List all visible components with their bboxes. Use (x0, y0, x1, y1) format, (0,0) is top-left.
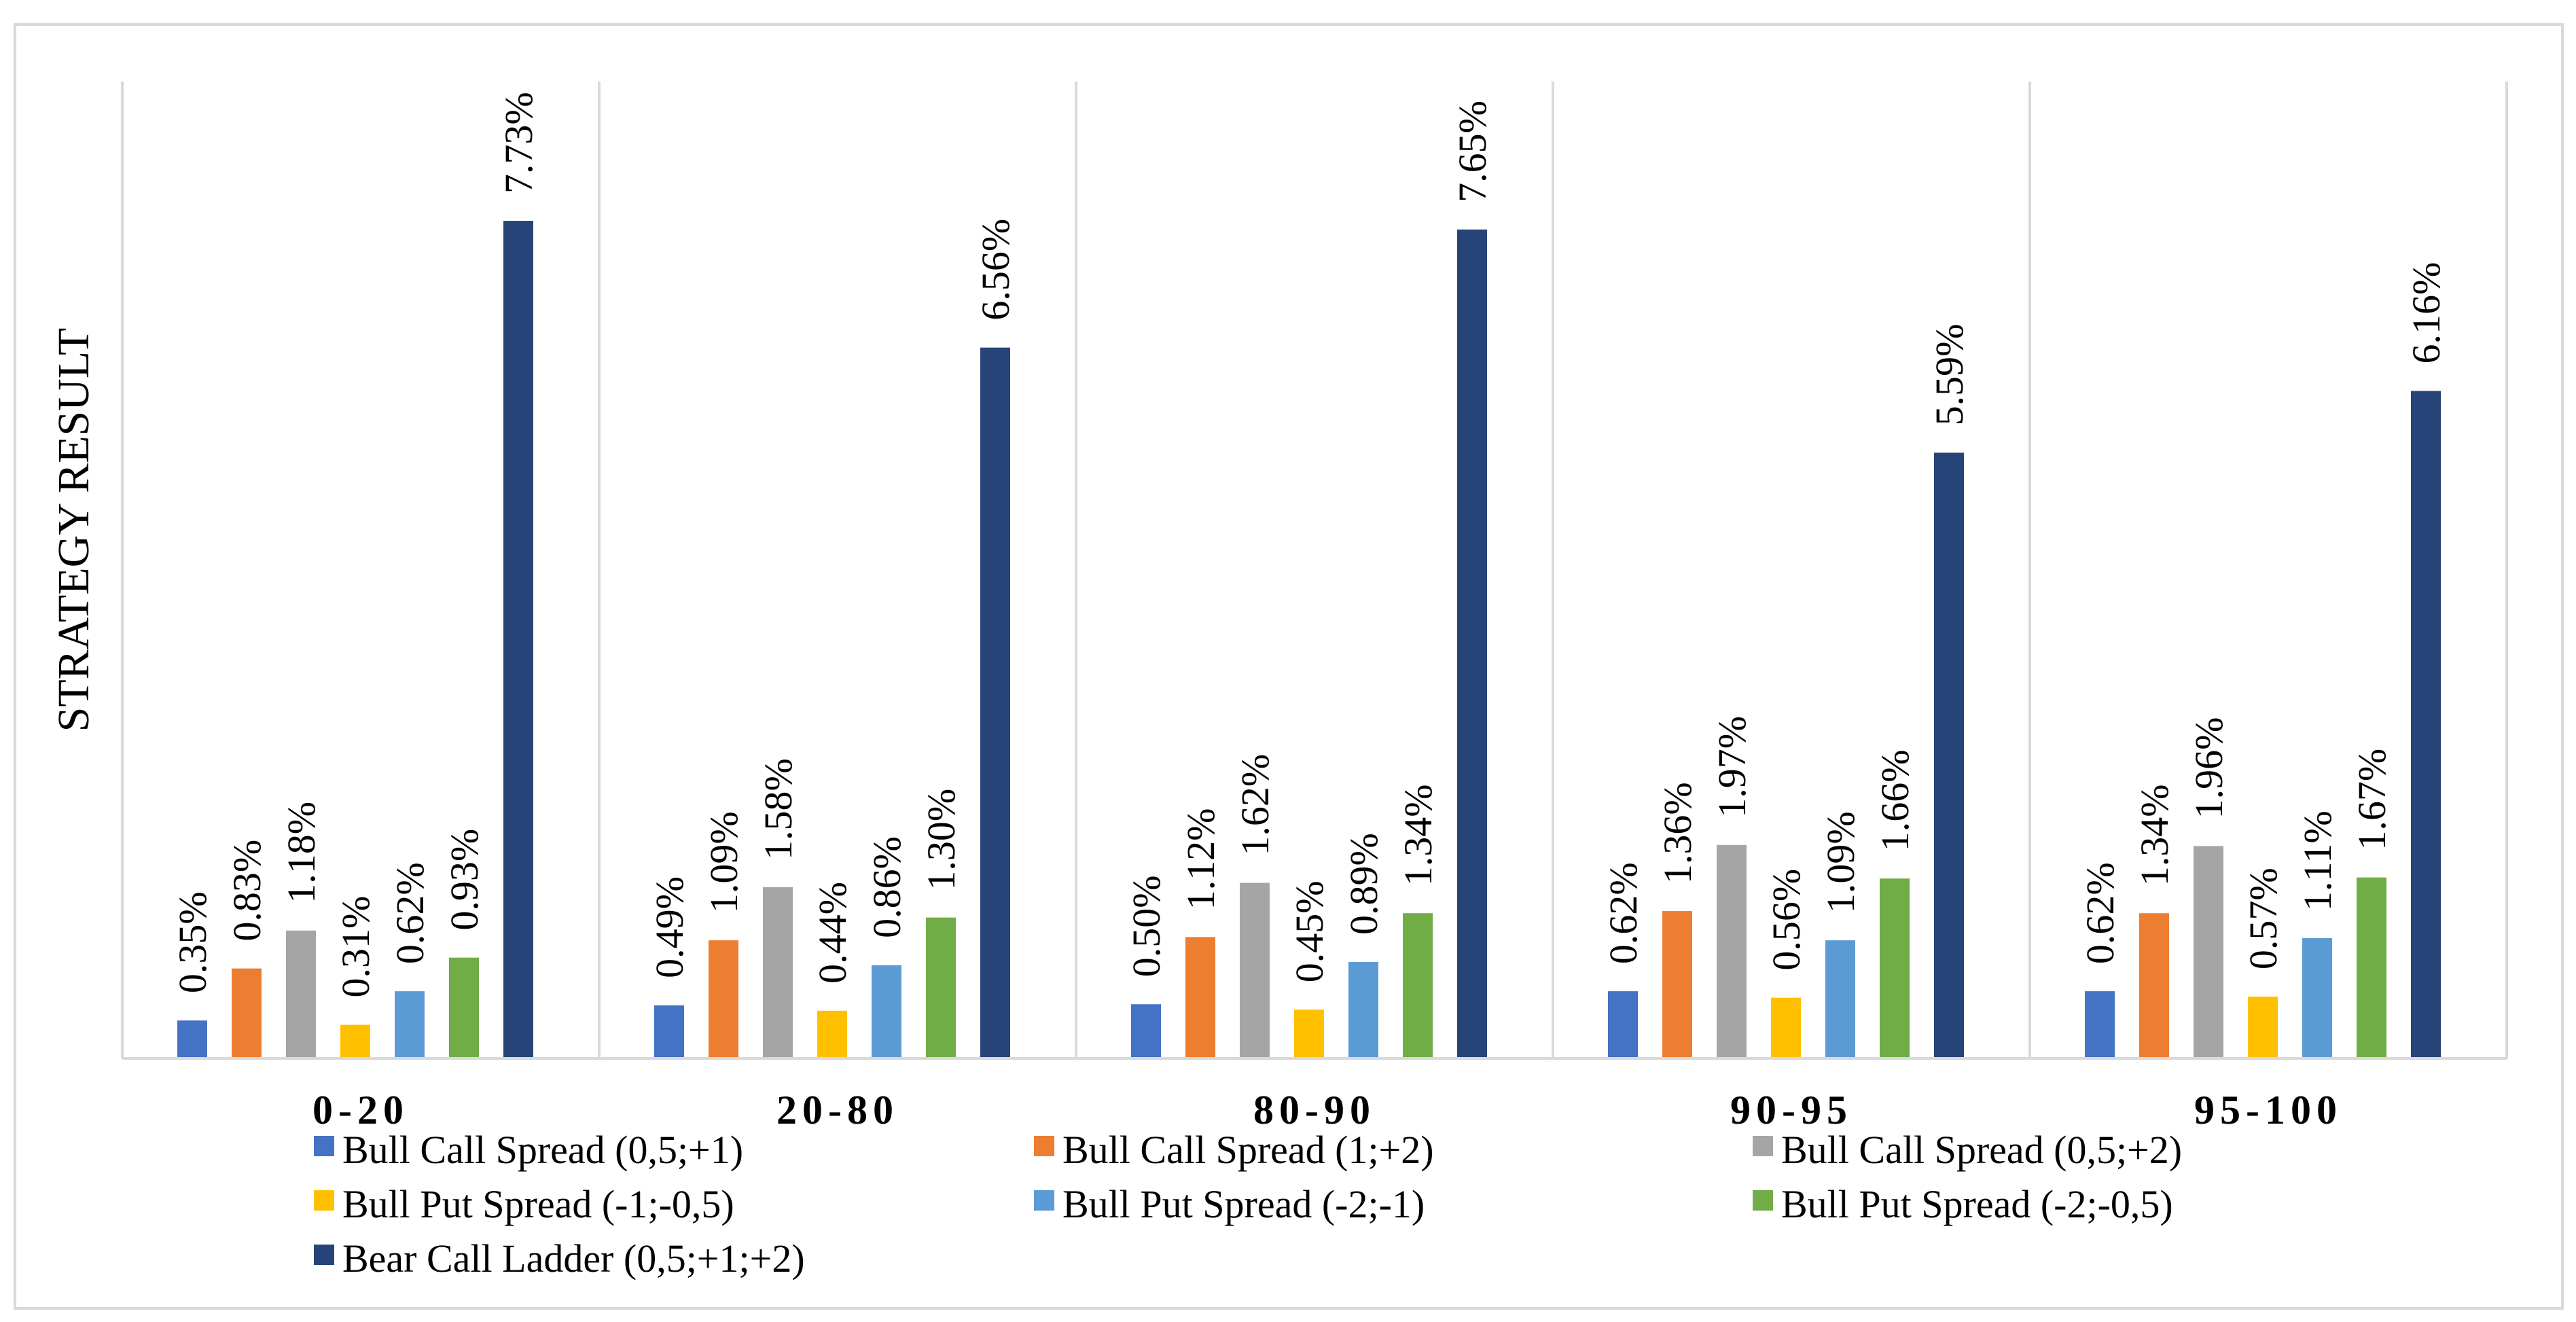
data-label: 0.35% (171, 891, 215, 993)
data-label: 1.11% (2295, 810, 2340, 911)
bar (1608, 991, 1638, 1058)
bar (654, 1005, 684, 1058)
data-label: 1.09% (702, 811, 746, 913)
bar (1457, 229, 1487, 1059)
legend-swatch (1034, 1136, 1054, 1156)
bar (286, 930, 316, 1058)
bar (449, 957, 479, 1058)
data-label: 1.18% (279, 802, 323, 904)
bar (340, 1024, 370, 1058)
data-label: 1.96% (2187, 717, 2231, 819)
bar (1771, 997, 1801, 1058)
data-label: 1.09% (1819, 811, 1863, 913)
data-label: 6.16% (2404, 262, 2448, 364)
chart-frame (14, 23, 2564, 1310)
category-label: 0-20 (312, 1088, 409, 1132)
legend-swatch (314, 1136, 334, 1156)
legend-label: Bull Put Spread (-1;-0,5) (342, 1182, 734, 1226)
category-label: 90-95 (1730, 1088, 1853, 1132)
legend-label: Bull Call Spread (0,5;+2) (1781, 1128, 2182, 1172)
data-label: 0.93% (442, 829, 486, 931)
bar (2357, 877, 2386, 1058)
bar (763, 887, 793, 1058)
category-dividers (121, 82, 2508, 1058)
data-label: 0.44% (810, 882, 855, 984)
data-label: 0.57% (2241, 868, 2285, 969)
bar (2085, 991, 2115, 1058)
legend-swatch (314, 1245, 334, 1265)
bar (926, 917, 956, 1058)
bar (2248, 997, 2278, 1058)
data-label: 1.34% (2132, 784, 2177, 886)
bar (395, 991, 425, 1058)
bar (1662, 911, 1692, 1058)
data-label: 7.73% (497, 92, 541, 194)
data-label: 0.83% (225, 840, 269, 942)
y-axis-label: STRATEGY RESULT (49, 328, 99, 732)
bar (1185, 937, 1215, 1058)
data-label: 1.67% (2350, 749, 2394, 851)
bar (2411, 391, 2441, 1058)
data-label: 1.97% (1710, 716, 1754, 818)
bar (2302, 937, 2332, 1058)
data-label: 1.34% (1396, 784, 1440, 886)
bar (1348, 962, 1378, 1058)
bar (177, 1020, 207, 1058)
legend: Bull Call Spread (0,5;+1) Bull Call Sprea… (314, 1128, 2182, 1281)
legend-label: Bear Call Ladder (0,5;+1;+2) (342, 1236, 805, 1281)
bar (1825, 940, 1855, 1058)
data-label: 7.65% (1450, 101, 1495, 202)
legend-swatch (314, 1190, 334, 1211)
legend-label: Bull Call Spread (1;+2) (1062, 1128, 1434, 1172)
legend-label: Bull Call Spread (0,5;+1) (342, 1128, 743, 1172)
data-label: 1.62% (1233, 754, 1277, 856)
category-label: 80-90 (1253, 1088, 1376, 1132)
legend-label: Bull Put Spread (-2;-1) (1062, 1182, 1425, 1226)
category-label: 95-100 (2194, 1088, 2342, 1132)
legend-swatch (1034, 1190, 1054, 1211)
bar (709, 940, 738, 1058)
bar (503, 221, 533, 1059)
bar (1880, 878, 1910, 1058)
legend-label: Bull Put Spread (-2;-0,5) (1781, 1182, 2173, 1226)
category-labels: 0-20 20-80 80-90 90-95 95-100 (312, 1088, 2342, 1132)
data-label: 0.49% (647, 876, 692, 978)
legend-swatch (1753, 1136, 1773, 1156)
legend-swatch (1753, 1190, 1773, 1211)
data-label: 0.56% (1764, 869, 1808, 971)
bar (872, 965, 901, 1058)
bar (1934, 452, 1964, 1058)
data-label: 0.62% (388, 862, 432, 964)
data-label: 5.59% (1927, 324, 1971, 426)
data-label: 6.56% (973, 219, 1018, 321)
bar (980, 347, 1010, 1059)
data-label: 1.58% (756, 758, 800, 860)
category-label: 20-80 (776, 1088, 899, 1132)
data-label: 1.30% (919, 789, 963, 891)
bar (1240, 882, 1270, 1058)
bar (817, 1010, 847, 1058)
bars (177, 221, 2441, 1059)
data-label: 0.45% (1287, 880, 1331, 982)
bar (1403, 913, 1433, 1058)
data-label: 0.31% (334, 896, 378, 998)
data-labels: 0.35%0.83% 1.18%0.31% 0.62% 0.93%7.73%0.49%… (171, 92, 2448, 997)
data-label: 0.62% (2078, 862, 2122, 964)
data-label: 0.86% (865, 836, 909, 938)
data-label: 0.89% (1342, 833, 1386, 935)
bar (1131, 1004, 1161, 1058)
data-label: 0.50% (1124, 875, 1168, 977)
bar (2139, 913, 2169, 1058)
data-label: 1.36% (1656, 782, 1700, 884)
data-label: 1.66% (1873, 749, 1917, 851)
data-label: 0.62% (1601, 862, 1645, 964)
bar (232, 968, 262, 1058)
bar (2194, 846, 2223, 1058)
bar (1717, 844, 1747, 1058)
data-label: 1.12% (1179, 808, 1223, 910)
bar (1294, 1010, 1324, 1058)
